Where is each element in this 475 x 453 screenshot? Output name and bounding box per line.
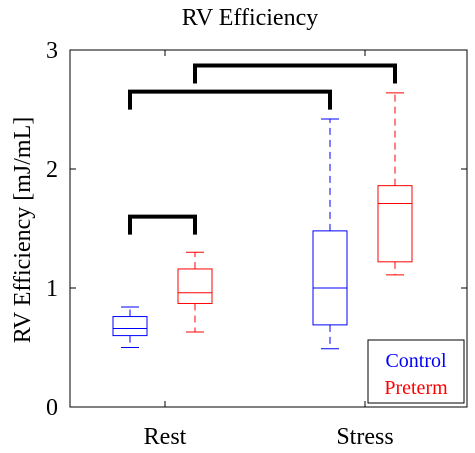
box-iqr: [112, 316, 148, 337]
significance-bracket: [128, 89, 332, 110]
box-iqr: [377, 185, 413, 263]
legend-box: [367, 339, 465, 404]
y-tick-label: 1: [46, 276, 58, 302]
plot-area: [69, 49, 468, 408]
legend: Control Preterm: [367, 339, 465, 404]
significance-bracket: [193, 63, 397, 84]
box-iqr: [312, 230, 348, 326]
x-tick-label: Rest: [144, 424, 187, 450]
y-tick-label: 0: [46, 395, 58, 421]
y-axis-label: RV Efficiency [mJ/mL]: [10, 117, 36, 343]
x-tick-label: Stress: [336, 424, 393, 450]
box-iqr: [177, 268, 213, 304]
y-tick-label: 2: [46, 157, 58, 183]
y-tick-label: 3: [46, 38, 58, 64]
chart-title: RV Efficiency: [182, 5, 319, 31]
legend-entry-control: Control: [385, 350, 447, 372]
significance-bracket: [128, 214, 197, 235]
legend-entry-preterm: Preterm: [384, 377, 448, 399]
